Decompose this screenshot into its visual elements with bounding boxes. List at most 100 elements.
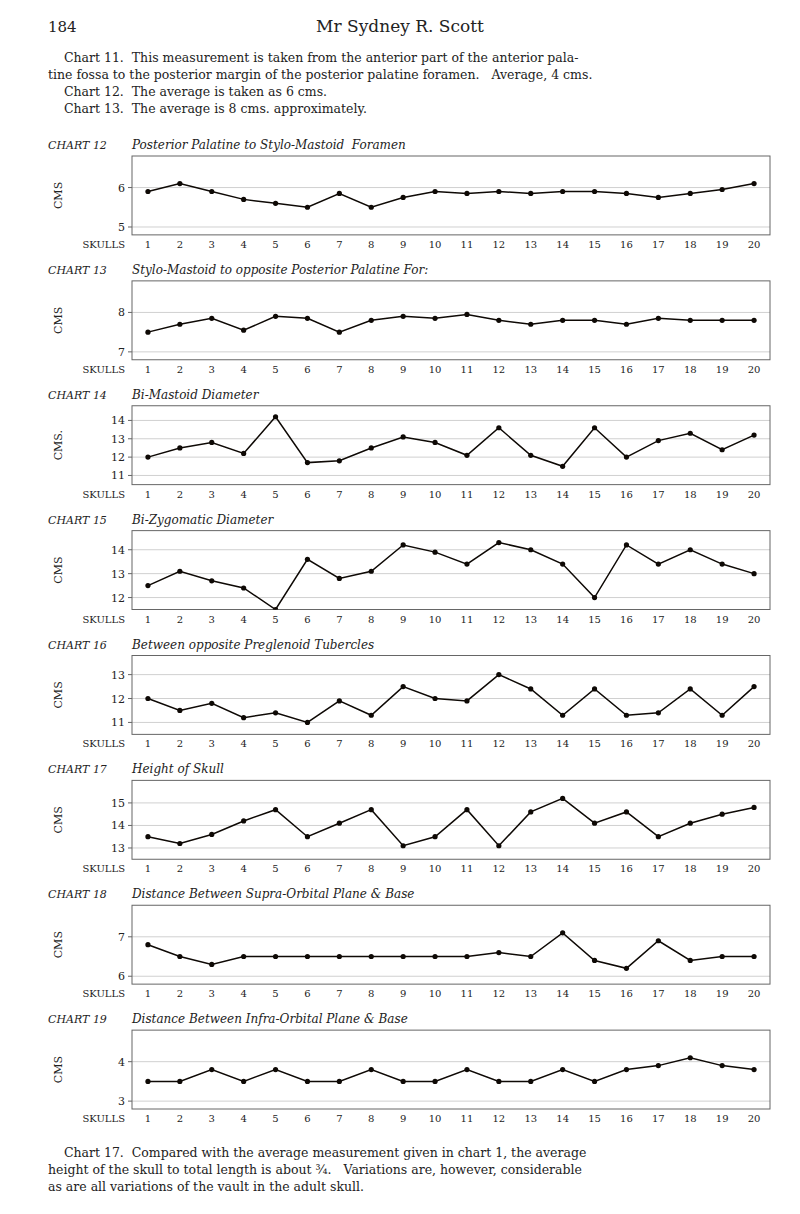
data-point bbox=[177, 1079, 182, 1084]
x-tick-label: 9 bbox=[400, 863, 406, 874]
data-point bbox=[241, 328, 246, 333]
y-tick-label: 7 bbox=[118, 931, 125, 944]
x-tick-label: 8 bbox=[368, 863, 374, 874]
data-point bbox=[401, 434, 406, 439]
data-point bbox=[688, 686, 693, 691]
grid-line bbox=[132, 698, 770, 699]
x-axis-label: SKULLS bbox=[82, 988, 125, 999]
data-point bbox=[592, 595, 597, 600]
x-tick-label: 13 bbox=[524, 738, 537, 749]
chart: CHART 18Distance Between Supra-Orbital P… bbox=[48, 887, 770, 999]
x-tick-label: 10 bbox=[429, 489, 442, 500]
intro-line: tine fossa to the posterior margin of th… bbox=[48, 67, 592, 82]
plot-frame bbox=[132, 156, 770, 235]
data-point bbox=[401, 684, 406, 689]
y-tick-label: 6 bbox=[118, 970, 125, 983]
y-tick-label: 13 bbox=[111, 842, 125, 855]
x-tick-label: 20 bbox=[748, 239, 761, 250]
x-tick-label: 4 bbox=[240, 614, 246, 625]
data-point bbox=[337, 821, 342, 826]
y-tick-label: 14 bbox=[111, 414, 125, 427]
data-point bbox=[496, 189, 501, 194]
x-tick-label: 17 bbox=[652, 738, 665, 749]
plot-frame bbox=[132, 1030, 770, 1109]
y-tick bbox=[128, 976, 132, 977]
y-axis-label: CMS bbox=[52, 1056, 65, 1083]
grid-line bbox=[132, 226, 770, 227]
data-point bbox=[751, 181, 756, 186]
data-point bbox=[592, 821, 597, 826]
data-point bbox=[432, 189, 437, 194]
data-point bbox=[464, 698, 469, 703]
x-tick-label: 5 bbox=[272, 988, 278, 999]
x-tick-label: 14 bbox=[556, 364, 569, 375]
data-point bbox=[305, 205, 310, 210]
x-tick-label: 15 bbox=[588, 988, 601, 999]
y-tick bbox=[128, 226, 132, 227]
x-tick-label: 13 bbox=[524, 239, 537, 250]
data-point bbox=[528, 322, 533, 327]
x-tick-label: 1 bbox=[145, 614, 151, 625]
y-axis-label: CMS bbox=[52, 931, 65, 958]
y-axis-label: CMS bbox=[52, 182, 65, 209]
x-tick-label: 4 bbox=[240, 364, 246, 375]
x-tick-label: 18 bbox=[684, 239, 697, 250]
x-tick-label: 6 bbox=[304, 1113, 310, 1124]
chart-number: CHART 19 bbox=[48, 1013, 107, 1026]
data-point bbox=[337, 954, 342, 959]
data-point bbox=[337, 330, 342, 335]
data-point bbox=[720, 561, 725, 566]
grid-line bbox=[132, 475, 770, 476]
x-tick-label: 7 bbox=[336, 489, 342, 500]
data-point bbox=[241, 585, 246, 590]
x-tick-label: 7 bbox=[336, 738, 342, 749]
y-tick-label: 13 bbox=[111, 433, 125, 446]
grid-line bbox=[132, 438, 770, 439]
x-tick-label: 18 bbox=[684, 1113, 697, 1124]
data-point bbox=[688, 431, 693, 436]
x-tick-label: 10 bbox=[429, 364, 442, 375]
data-point bbox=[369, 569, 374, 574]
data-point bbox=[305, 720, 310, 725]
data-point bbox=[401, 195, 406, 200]
data-point bbox=[432, 696, 437, 701]
chart: CHART 17Height of Skull131415CMS12345678… bbox=[48, 762, 770, 874]
x-tick-label: 4 bbox=[240, 1113, 246, 1124]
y-tick bbox=[128, 825, 132, 826]
data-point bbox=[177, 954, 182, 959]
grid-line bbox=[132, 549, 770, 550]
x-tick-label: 17 bbox=[652, 988, 665, 999]
x-tick-label: 12 bbox=[492, 863, 505, 874]
data-point bbox=[528, 686, 533, 691]
chart-title: Distance Between Supra-Orbital Plane & B… bbox=[131, 887, 414, 901]
data-point bbox=[496, 843, 501, 848]
x-tick-label: 2 bbox=[177, 239, 183, 250]
grid-line bbox=[132, 187, 770, 188]
data-point bbox=[464, 1067, 469, 1072]
y-axis-label: CMS bbox=[52, 681, 65, 708]
data-point bbox=[688, 547, 693, 552]
data-point bbox=[720, 1063, 725, 1068]
x-tick-label: 6 bbox=[304, 364, 310, 375]
y-tick bbox=[128, 457, 132, 458]
data-point bbox=[528, 453, 533, 458]
y-tick bbox=[128, 698, 132, 699]
x-tick-label: 10 bbox=[429, 1113, 442, 1124]
x-tick-label: 7 bbox=[336, 988, 342, 999]
x-tick-label: 5 bbox=[272, 738, 278, 749]
chart-title: Posterior Palatine to Stylo-Mastoid Fora… bbox=[131, 138, 406, 152]
y-tick-label: 5 bbox=[118, 221, 125, 234]
data-point bbox=[624, 191, 629, 196]
x-tick-label: 1 bbox=[145, 738, 151, 749]
plot-area bbox=[145, 181, 756, 210]
grid-line bbox=[132, 457, 770, 458]
x-tick-label: 1 bbox=[145, 489, 151, 500]
x-tick-label: 15 bbox=[588, 239, 601, 250]
x-tick-label: 10 bbox=[429, 738, 442, 749]
data-line bbox=[148, 184, 754, 208]
chart: CHART 16Between opposite Preglenoid Tube… bbox=[48, 638, 770, 750]
plot-frame bbox=[132, 406, 770, 485]
grid-line bbox=[132, 674, 770, 675]
x-tick-label: 14 bbox=[556, 239, 569, 250]
data-line bbox=[148, 1058, 754, 1082]
